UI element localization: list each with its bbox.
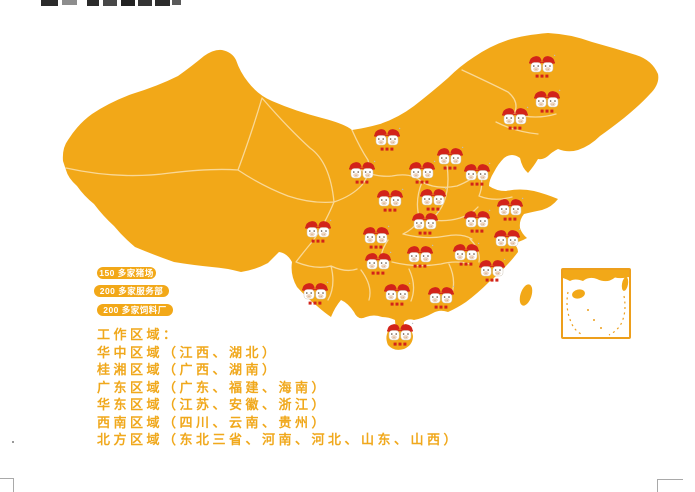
work-regions-block: 工作区域： 华中区域（江西、湖北） 桂湘区域（广西、湖南） 广东区域（广东、福建… [97, 326, 460, 449]
twin-piglets-marker [436, 146, 464, 170]
twin-piglets-marker [528, 54, 556, 78]
twin-piglets-marker [406, 244, 434, 268]
stat-pill-feed-mills: 200 多家饲料厂 [97, 304, 173, 316]
twin-piglets-icon [453, 242, 480, 266]
work-region-line: 北方区域（东北三省、河南、河北、山东、山西） [97, 432, 461, 447]
twin-piglets-icon [374, 127, 401, 151]
twin-piglets-icon [387, 322, 414, 346]
twin-piglets-icon [349, 160, 376, 184]
twin-piglets-icon [479, 258, 506, 282]
south-china-sea-inset [561, 268, 631, 339]
twin-piglets-marker [463, 162, 491, 186]
twin-piglets-icon [409, 160, 436, 184]
twin-piglets-marker [348, 160, 376, 184]
twin-piglets-icon [377, 188, 404, 212]
twin-piglets-marker [419, 187, 447, 211]
twin-piglets-icon [494, 228, 521, 252]
twin-piglets-icon [384, 282, 411, 306]
twin-piglets-icon [497, 197, 524, 221]
twin-piglets-icon [529, 54, 556, 78]
twin-piglets-icon [437, 146, 464, 170]
twin-piglets-marker [452, 242, 480, 266]
corner-mark-bottom-left [0, 478, 14, 492]
work-region-line: 广东区域（广东、福建、海南） [97, 379, 329, 395]
twin-piglets-marker [501, 106, 529, 130]
twin-piglets-icon [464, 162, 491, 186]
inset-south-coast [563, 270, 629, 282]
work-region-line: 华中区域（江西、湖北） [97, 344, 279, 360]
twin-piglets-icon [365, 251, 392, 275]
corner-mark-bottom-right [657, 479, 683, 492]
twin-piglets-marker [364, 251, 392, 275]
twin-piglets-marker [427, 285, 455, 309]
twin-piglets-marker [408, 160, 436, 184]
twin-piglets-icon [502, 106, 529, 130]
twin-piglets-marker [383, 282, 411, 306]
twin-piglets-icon [305, 219, 332, 243]
twin-piglets-marker [496, 197, 524, 221]
twin-piglets-marker [493, 228, 521, 252]
twin-piglets-marker [301, 281, 329, 305]
twin-piglets-icon [412, 211, 439, 235]
twin-piglets-icon [428, 285, 455, 309]
twin-piglets-marker [386, 322, 414, 346]
work-regions-title: 工作区域： [97, 327, 180, 342]
twin-piglets-icon [407, 244, 434, 268]
twin-piglets-icon [420, 187, 447, 211]
twin-piglets-icon [302, 281, 329, 305]
work-region-line: 桂湘区域（广西、湖南） [97, 362, 279, 377]
twin-piglets-icon [363, 225, 390, 249]
twin-piglets-marker [373, 127, 401, 151]
twin-piglets-marker [478, 258, 506, 282]
twin-piglets-marker [411, 211, 439, 235]
clipped-header-text [0, 0, 695, 7]
stat-pill-pig-farms: 150 多家猪场 [97, 267, 156, 279]
twin-piglets-marker [463, 209, 491, 233]
stat-pill-service-depts: 200 多家服务部 [94, 285, 169, 297]
taiwan-island [519, 284, 533, 306]
nine-dash-line [566, 291, 626, 336]
work-region-line: 华东区域（江苏、安徽、浙江） [97, 397, 329, 412]
stray-dot [12, 441, 14, 443]
twin-piglets-icon [534, 89, 561, 113]
inset-taiwan [621, 277, 629, 291]
work-region-line: 西南区域（四川、云南、贵州） [97, 414, 329, 430]
twin-piglets-icon [464, 209, 491, 233]
twin-piglets-marker [533, 89, 561, 113]
twin-piglets-marker [376, 188, 404, 212]
inset-hainan [572, 289, 585, 299]
twin-piglets-marker [362, 225, 390, 249]
twin-piglets-marker [304, 219, 332, 243]
